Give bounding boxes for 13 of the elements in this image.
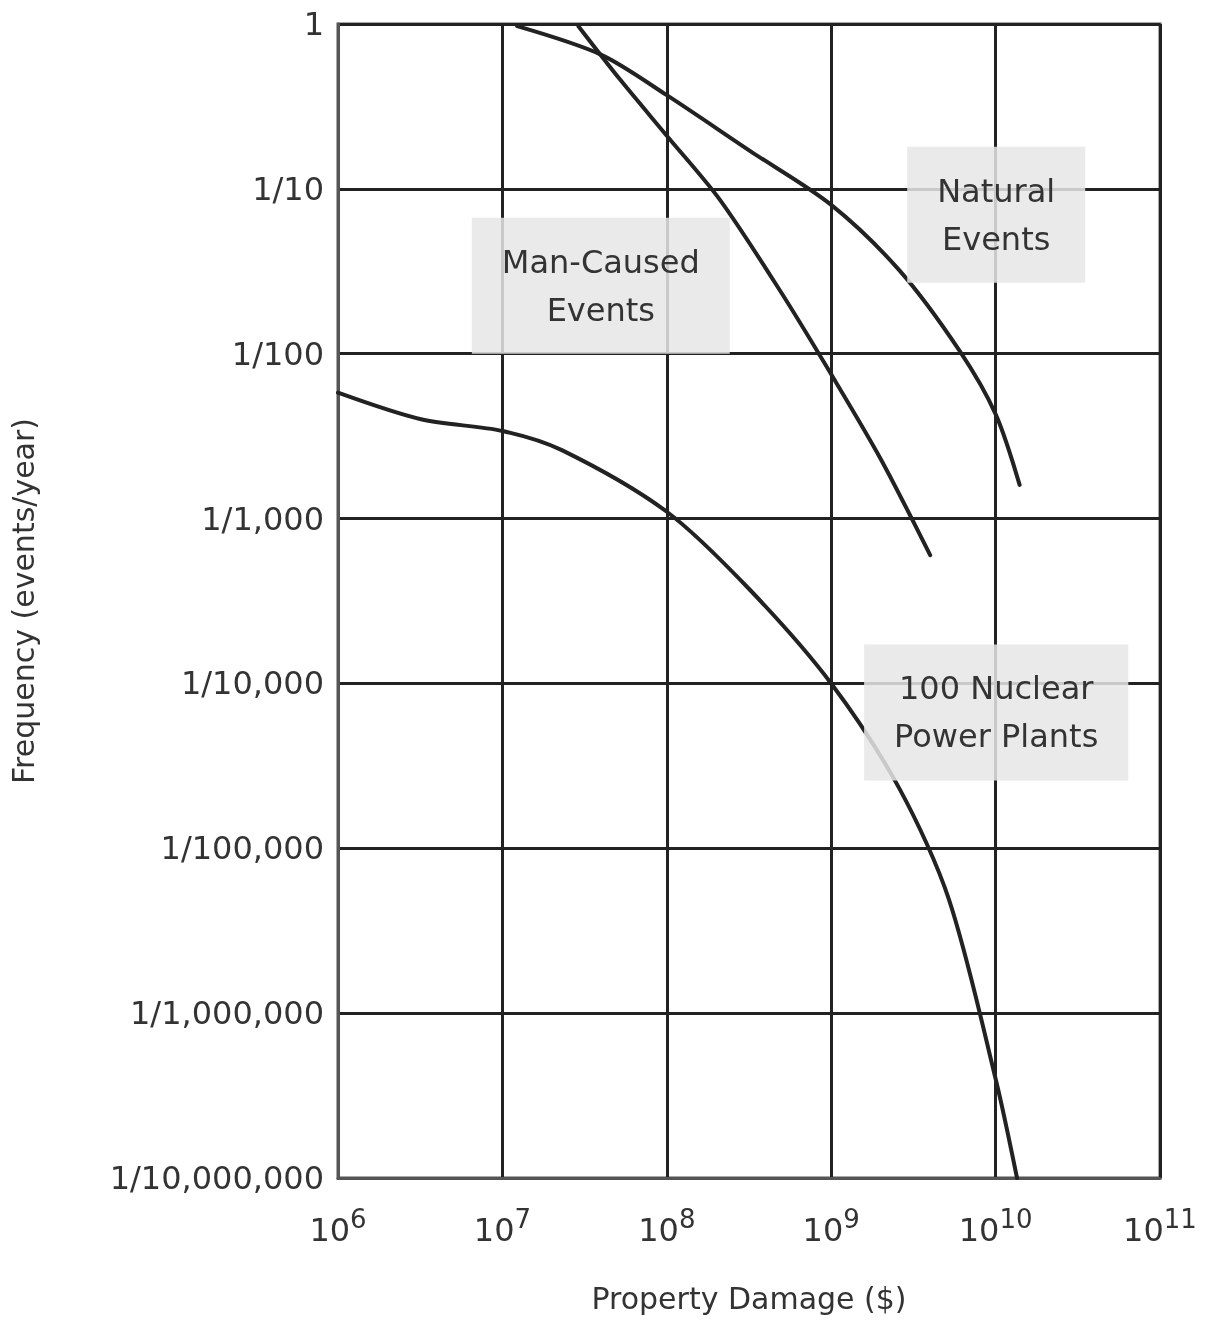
y-tick-label: 1/10,000 — [180, 664, 324, 703]
y-tick-label: 1/100,000 — [160, 829, 324, 868]
y-tick-label: 1/1,000,000 — [130, 994, 324, 1033]
y-tick-label: 1/10,000,000 — [109, 1159, 324, 1197]
series-label: Natural Events — [937, 171, 1056, 258]
series-label: 100 Nuclear Power Plants — [894, 669, 1099, 756]
y-tick-label: 1/1,000 — [201, 499, 324, 538]
y-tick-label: 1 — [303, 5, 324, 43]
y-tick-label: 1/10 — [252, 169, 324, 208]
y-tick-label: 1/100 — [231, 334, 324, 373]
series-label: Man-Caused Events — [501, 242, 700, 329]
x-axis-title: Property Damage ($) — [591, 1280, 907, 1316]
y-axis-title: Frequency (events/year) — [5, 417, 41, 785]
